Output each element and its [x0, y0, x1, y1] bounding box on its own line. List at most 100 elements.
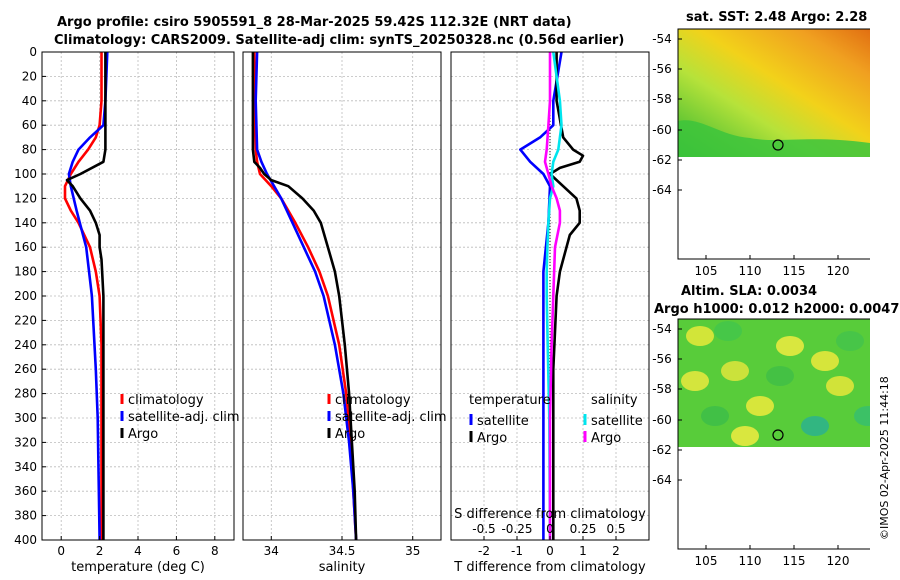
series-line-Argo — [251, 52, 358, 541]
timestamp-stamp: ©IMOS 02-Apr-2025 11:44:18 — [878, 376, 891, 540]
map-y-tick-label: -58 — [652, 92, 672, 106]
x-tick-label: 8 — [211, 544, 219, 558]
x-tick-label: 2 — [96, 544, 104, 558]
x-tick-label: 0 — [546, 544, 554, 558]
map-bottom-title-line1: Altim. SLA: 0.0034 — [681, 284, 818, 299]
y-tick-label: 400 — [14, 533, 37, 547]
legend-label: climatology — [128, 393, 204, 408]
sla-blob — [766, 366, 794, 386]
figure-title-line2: Climatology: CARS2009. Satellite-adj cli… — [54, 33, 625, 48]
salinity-panel: 34 34.5 35 salinity climatology satellite-adj… — [242, 51, 447, 575]
legend-header-temperature: temperature — [469, 393, 551, 408]
temperature-panel: 0 2 4 6 8 temperature (deg C) 0 20 40 60 80 100 120 1… — [14, 45, 240, 575]
legend-label: Argo — [128, 427, 158, 442]
map-y-tick-label: -56 — [652, 62, 672, 76]
sst-map[interactable]: 105 110 115 120 -54 -56 -58 -60 -62 -64 — [640, 26, 870, 286]
map-y-tick-label: -56 — [652, 352, 672, 366]
map-y-tick-label: -62 — [652, 153, 672, 167]
figure-title-line1: Argo profile: csiro 5905591_8 28-Mar-202… — [57, 15, 572, 30]
y-tick-label: 260 — [14, 362, 37, 376]
legend-header-salinity: salinity — [591, 393, 638, 408]
y-tick-label: 360 — [14, 484, 37, 498]
sla-blob — [801, 416, 829, 436]
map-x-tick-label: 115 — [783, 554, 806, 568]
map-y-tick-label: -54 — [652, 32, 672, 46]
sla-land-mask — [678, 447, 870, 549]
x-axis-label: temperature (deg C) — [71, 560, 205, 575]
series-line-salinity-satellite — [545, 51, 563, 541]
sla-map[interactable]: 105 110 115 120 -54 -56 -58 -60 -62 -64 — [640, 316, 870, 576]
sst-cold-band — [678, 120, 870, 157]
y-tick-label: 0 — [29, 45, 37, 59]
map-y-tick-label: -64 — [652, 183, 672, 197]
legend-label: satellite — [477, 414, 529, 429]
sla-blob — [776, 336, 804, 356]
map-y-tick-label: -54 — [652, 322, 672, 336]
y-tick-label: 320 — [14, 435, 37, 449]
sla-blob — [811, 351, 839, 371]
y-tick-label: 200 — [14, 289, 37, 303]
series-line-temperature-Argo — [548, 52, 585, 540]
x-axis-label: T difference from climatology — [453, 560, 646, 575]
legend-label: satellite-adj. clim — [128, 410, 240, 425]
y-tick-label: 160 — [14, 240, 37, 254]
map-y-tick-label: -62 — [652, 443, 672, 457]
argo-location-marker[interactable] — [772, 429, 784, 441]
s-difference-label: S difference from climatology — [454, 507, 646, 522]
map-y-tick-label: -58 — [652, 382, 672, 396]
x-tick-label: 34 — [264, 544, 279, 558]
s-tick-label: 0.5 — [606, 522, 625, 536]
series-line-satellite-adj.-clim — [254, 51, 358, 541]
s-tick-label: 0 — [546, 522, 554, 536]
series-line-salinity-Argo — [543, 52, 562, 540]
sla-blob — [746, 396, 774, 416]
x-tick-label: -2 — [478, 544, 490, 558]
sla-blob — [731, 426, 759, 446]
y-tick-label: 100 — [14, 167, 37, 181]
x-tick-label: 35 — [405, 544, 420, 558]
map-x-tick-label: 105 — [695, 554, 718, 568]
map-top-title: sat. SST: 2.48 Argo: 2.28 — [686, 10, 868, 25]
sla-blob — [686, 326, 714, 346]
y-tick-label: 240 — [14, 338, 37, 352]
series-line-climatology — [253, 52, 358, 541]
map-y-tick-label: -60 — [652, 123, 672, 137]
sla-blob — [836, 331, 864, 351]
sst-land-mask — [678, 157, 870, 259]
series-line-temperature-satellite — [518, 51, 563, 540]
y-tick-label: 340 — [14, 460, 37, 474]
x-tick-label: 0 — [57, 544, 65, 558]
s-tick-label: -0.25 — [501, 522, 532, 536]
map-y-tick-label: -60 — [652, 413, 672, 427]
y-tick-label: 220 — [14, 313, 37, 327]
x-tick-label: -1 — [511, 544, 523, 558]
x-tick-label: 2 — [612, 544, 620, 558]
x-tick-label: 4 — [134, 544, 142, 558]
s-tick-label: -0.5 — [472, 522, 495, 536]
legend-label: Argo — [335, 427, 365, 442]
x-tick-label: 1 — [579, 544, 587, 558]
x-tick-label: 34.5 — [329, 544, 356, 558]
legend-label: Argo — [591, 431, 621, 446]
map-bottom-title-line2: Argo h1000: 0.012 h2000: 0.0047 — [654, 302, 900, 317]
legend-label: climatology — [335, 393, 411, 408]
legend-label: Argo — [477, 431, 507, 446]
y-tick-label: 180 — [14, 265, 37, 279]
map-x-tick-label: 105 — [695, 264, 718, 278]
y-tick-label: 140 — [14, 216, 37, 230]
y-tick-label: 280 — [14, 387, 37, 401]
y-tick-label: 120 — [14, 191, 37, 205]
map-x-tick-label: 110 — [739, 554, 762, 568]
sla-blob — [854, 406, 870, 426]
x-axis-label: salinity — [319, 560, 366, 575]
series-line-climatology — [63, 52, 103, 540]
map-x-tick-label: 110 — [739, 264, 762, 278]
sla-blob — [714, 321, 742, 341]
map-x-tick-label: 115 — [783, 264, 806, 278]
difference-panel: -2 -1 0 1 2 T difference from climatology temp… — [450, 51, 650, 575]
map-bottom-frame — [677, 318, 870, 550]
y-tick-label: 60 — [22, 118, 37, 132]
argo-location-marker[interactable] — [772, 139, 784, 151]
map-y-tick-label: -64 — [652, 473, 672, 487]
